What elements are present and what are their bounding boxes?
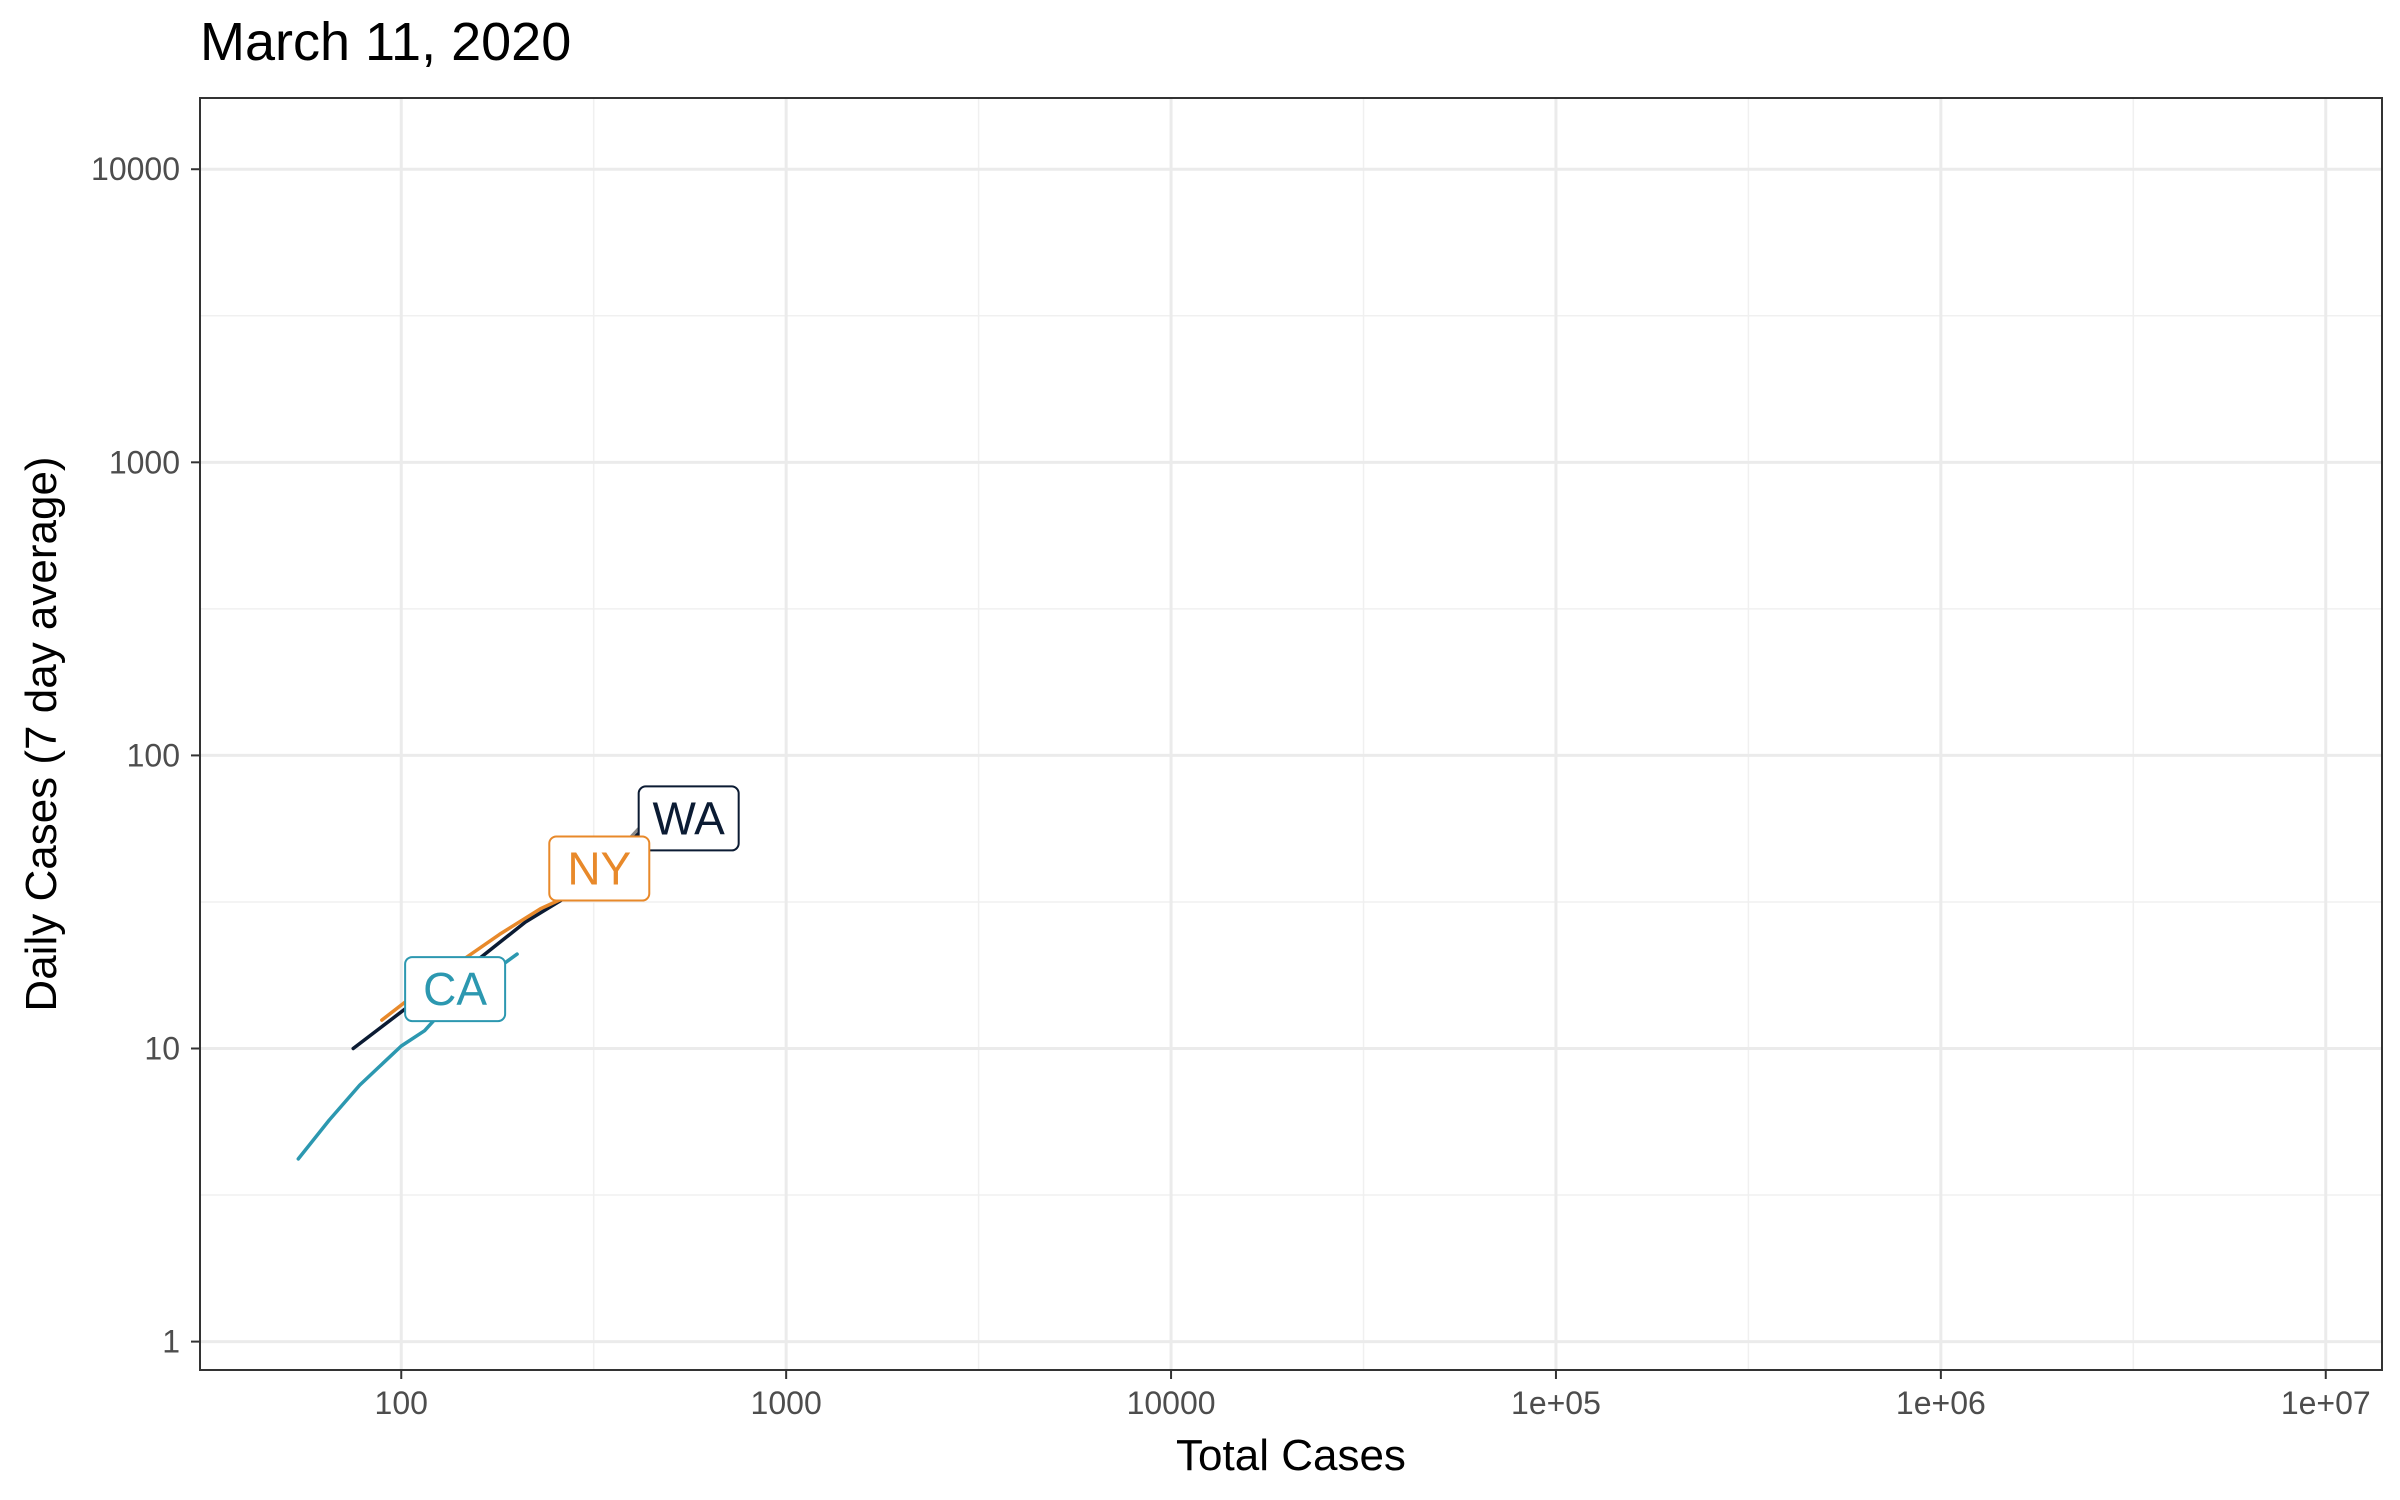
series-label-text: WA — [652, 792, 725, 844]
y-tick-label: 100 — [127, 737, 180, 773]
series-label-ny: NY — [548, 835, 651, 902]
axes: 100 1000 10000 1e+05 1e+06 1e+07 1 10 100 1000 100… — [91, 151, 2371, 1421]
chart-title: March 11, 2020 — [200, 12, 571, 72]
x-tick-label: 1e+07 — [2281, 1385, 2371, 1421]
x-axis-title: Total Cases — [1176, 1431, 1406, 1480]
series-label-box — [404, 956, 507, 1023]
x-tick-label: 10000 — [1127, 1385, 1216, 1421]
series-label-box — [548, 835, 651, 902]
x-tick-label: 100 — [375, 1385, 428, 1421]
y-tick-label: 1 — [162, 1324, 180, 1360]
y-axis-title: Daily Cases (7 day average) — [17, 456, 66, 1011]
series-label-box — [637, 785, 740, 852]
y-tick-label: 10 — [144, 1031, 180, 1067]
plot-panel-border — [199, 97, 2383, 1371]
x-tick-label: 1e+06 — [1896, 1385, 1986, 1421]
series-label-wa: WA — [637, 785, 740, 852]
series-labels: WA NY CA — [404, 785, 740, 1023]
y-tick-label: 10000 — [91, 151, 180, 187]
x-tick-label: 1e+05 — [1511, 1385, 1601, 1421]
grid — [200, 98, 2382, 1370]
series-label-text: CA — [423, 963, 487, 1015]
x-tick-label: 1000 — [751, 1385, 822, 1421]
series-label-text: NY — [567, 843, 631, 895]
series-label-ca: CA — [404, 956, 507, 1023]
y-tick-label: 1000 — [109, 444, 180, 480]
